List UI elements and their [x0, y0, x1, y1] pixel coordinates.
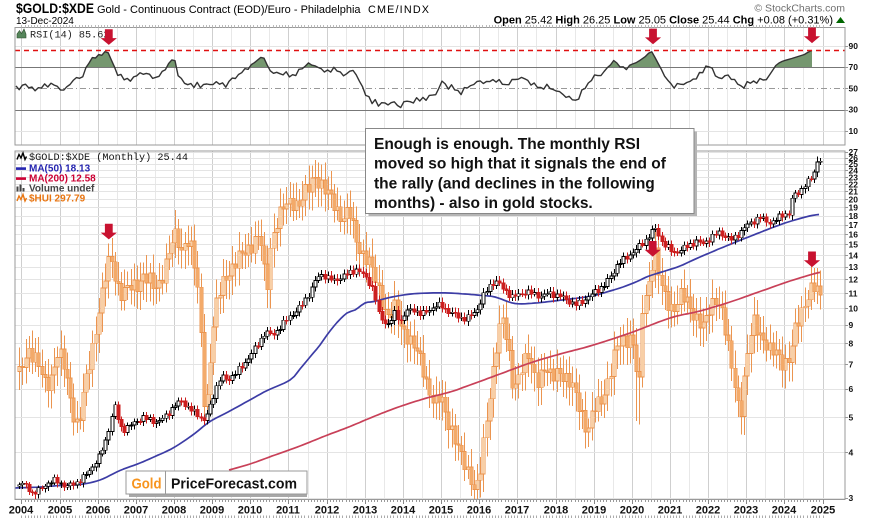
svg-text:2009: 2009 — [200, 505, 224, 517]
svg-text:13-Dec-2024: 13-Dec-2024 — [16, 16, 74, 27]
svg-text:2013: 2013 — [353, 505, 377, 517]
svg-text:14: 14 — [849, 250, 859, 260]
svg-text:8: 8 — [849, 339, 854, 349]
svg-text:MA(50) 18.13: MA(50) 18.13 — [29, 164, 91, 175]
svg-text:2017: 2017 — [505, 505, 529, 517]
svg-text:2019: 2019 — [582, 505, 606, 517]
svg-text:26: 26 — [849, 153, 859, 163]
svg-text:15: 15 — [849, 240, 859, 250]
svg-text:Open 25.42 High 26.25 Low 25.0: Open 25.42 High 26.25 Low 25.05 Close 25… — [494, 15, 833, 27]
svg-text:$GOLD:$XDE (Monthly) 25.44: $GOLD:$XDE (Monthly) 25.44 — [29, 152, 188, 164]
svg-text:27: 27 — [849, 147, 859, 157]
svg-text:2007: 2007 — [124, 505, 148, 517]
svg-text:2022: 2022 — [696, 505, 720, 517]
svg-text:$GOLD:$XDE: $GOLD:$XDE — [16, 1, 94, 16]
svg-text:70: 70 — [849, 62, 859, 72]
svg-text:3: 3 — [849, 493, 854, 503]
svg-text:20: 20 — [849, 194, 859, 204]
svg-text:18: 18 — [849, 211, 859, 221]
svg-text:17: 17 — [849, 220, 859, 230]
svg-text:10: 10 — [849, 303, 859, 313]
svg-text:2004: 2004 — [9, 505, 34, 517]
svg-text:50: 50 — [849, 84, 859, 94]
svg-text:10: 10 — [849, 126, 859, 136]
svg-text:© StockCharts.com: © StockCharts.com — [754, 3, 845, 15]
svg-text:2011: 2011 — [276, 505, 300, 517]
svg-text:7: 7 — [849, 360, 854, 370]
svg-text:2023: 2023 — [734, 505, 758, 517]
svg-text:9: 9 — [849, 320, 854, 330]
svg-text:months) - also in gold stocks.: months) - also in gold stocks. — [374, 195, 593, 212]
svg-text:21: 21 — [849, 187, 859, 197]
svg-text:2005: 2005 — [48, 505, 72, 517]
svg-text:2018: 2018 — [544, 505, 568, 517]
svg-text:90: 90 — [849, 41, 859, 51]
svg-text:2006: 2006 — [86, 505, 110, 517]
svg-text:30: 30 — [849, 105, 859, 115]
svg-text:RSI(14) 85.62: RSI(14) 85.62 — [30, 30, 109, 42]
svg-text:Volume undef: Volume undef — [29, 184, 95, 195]
svg-text:2014: 2014 — [391, 505, 416, 517]
svg-text:2012: 2012 — [315, 505, 339, 517]
svg-text:2025: 2025 — [811, 505, 835, 517]
svg-text:5: 5 — [849, 413, 854, 423]
svg-text:Gold - Continuous Contract (EO: Gold - Continuous Contract (EOD)/Euro - … — [97, 4, 361, 16]
svg-text:11: 11 — [849, 288, 858, 298]
svg-text:16: 16 — [849, 229, 859, 239]
svg-text:19: 19 — [849, 202, 859, 212]
svg-text:13: 13 — [849, 262, 859, 272]
svg-text:PriceForecast.com: PriceForecast.com — [171, 476, 297, 493]
svg-text:25: 25 — [849, 159, 859, 169]
svg-text:2008: 2008 — [162, 505, 186, 517]
svg-text:Gold: Gold — [132, 476, 162, 493]
svg-text:23: 23 — [849, 172, 859, 182]
svg-text:$HUI 297.79: $HUI 297.79 — [29, 194, 86, 205]
svg-text:12: 12 — [849, 275, 859, 285]
svg-text:2021: 2021 — [658, 505, 682, 517]
svg-text:24: 24 — [849, 166, 859, 176]
svg-text:2024: 2024 — [772, 505, 797, 517]
svg-text:22: 22 — [849, 179, 859, 189]
svg-text:2020: 2020 — [620, 505, 644, 517]
svg-text:2016: 2016 — [467, 505, 491, 517]
svg-text:6: 6 — [849, 384, 854, 394]
svg-text:MA(200) 12.58: MA(200) 12.58 — [29, 174, 96, 185]
svg-text:2015: 2015 — [429, 505, 453, 517]
svg-text:the rally (and declines in the: the rally (and declines in the following — [374, 175, 655, 192]
svg-text:CME/INDX: CME/INDX — [368, 4, 429, 16]
svg-text:moved so high that it signals: moved so high that it signals the end of — [374, 156, 667, 173]
svg-text:Enough is enough. The monthly: Enough is enough. The monthly RSI — [374, 136, 640, 153]
svg-text:4: 4 — [849, 448, 854, 458]
svg-text:2010: 2010 — [238, 505, 262, 517]
